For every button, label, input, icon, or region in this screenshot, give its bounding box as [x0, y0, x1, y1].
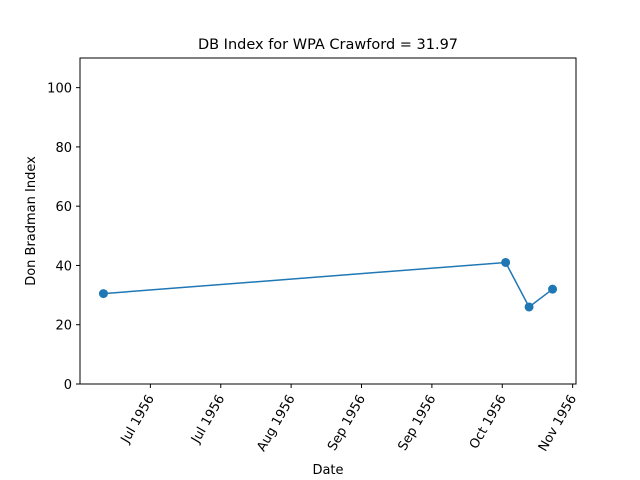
y-tick-label: 60 [55, 200, 72, 215]
y-tick-label: 20 [55, 319, 72, 334]
y-tick-label: 40 [55, 259, 72, 274]
data-line [103, 261, 553, 309]
chart-title: DB Index for WPA Crawford = 31.97 [198, 37, 458, 53]
plot-frame [79, 57, 577, 385]
y-tick-label: 100 [47, 82, 72, 97]
y-axis-label: Don Bradman Index [24, 156, 39, 286]
x-axis-label: Date [312, 463, 343, 478]
data-point [548, 284, 558, 294]
y-tick-label: 80 [55, 141, 72, 156]
data-point [98, 289, 108, 299]
y-tick-label: 0 [64, 378, 72, 393]
data-point [524, 302, 534, 312]
data-point [501, 257, 511, 267]
